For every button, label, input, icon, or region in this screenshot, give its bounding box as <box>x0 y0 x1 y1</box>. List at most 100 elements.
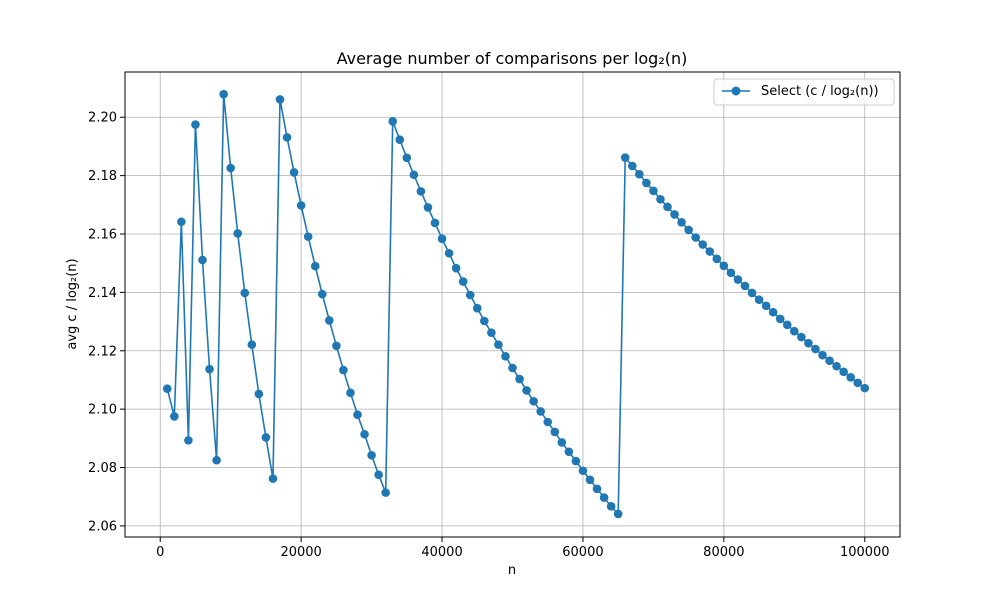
data-point <box>437 234 447 243</box>
data-point <box>381 488 390 497</box>
data-point <box>254 389 264 399</box>
data-point <box>487 328 496 337</box>
data-point <box>205 364 214 374</box>
data-point <box>698 240 708 249</box>
data-point <box>268 474 278 483</box>
series-line <box>166 93 866 515</box>
data-point <box>423 203 433 212</box>
ticks: 0 20000 40000 60000 80000 100000 2.06 2.08 2.10 2… <box>88 111 890 560</box>
data-point <box>825 356 834 365</box>
data-point <box>275 95 285 104</box>
data-point <box>339 365 348 375</box>
data-point <box>564 447 574 457</box>
y-tick-label: 2.18 <box>88 169 117 184</box>
data-point <box>494 340 503 349</box>
data-point <box>367 450 376 460</box>
data-point <box>332 341 341 351</box>
data-point <box>642 178 651 188</box>
data-point <box>325 316 334 325</box>
data-point <box>444 248 454 258</box>
data-point <box>557 438 567 447</box>
data-point <box>768 307 778 317</box>
data-point <box>458 277 468 286</box>
data-point <box>296 201 306 210</box>
data-point <box>346 388 355 398</box>
series-layer <box>162 89 870 519</box>
x-tick-label: 40000 <box>421 545 462 560</box>
data-point <box>754 295 764 304</box>
data-point <box>761 301 771 311</box>
data-point <box>198 255 207 265</box>
data-point <box>860 383 870 393</box>
data-point <box>430 218 440 228</box>
chart-title: Average number of comparisons per log₂(n… <box>337 49 688 68</box>
data-point <box>465 290 475 300</box>
data-point <box>733 275 743 284</box>
data-point <box>317 289 327 299</box>
data-point <box>592 484 602 494</box>
data-point <box>712 254 722 264</box>
data-point <box>782 320 792 330</box>
data-point <box>395 135 405 145</box>
data-point <box>162 384 172 394</box>
data-point <box>184 436 193 445</box>
data-point <box>797 332 806 342</box>
data-point <box>310 261 320 271</box>
y-tick-label: 2.08 <box>88 461 117 476</box>
data-point <box>261 433 271 442</box>
data-point <box>571 456 581 466</box>
x-axis-label: n <box>508 563 516 578</box>
x-tick-label: 60000 <box>562 545 603 560</box>
y-tick-label: 2.12 <box>88 344 117 359</box>
data-point <box>719 261 729 271</box>
data-point <box>811 344 820 354</box>
data-point <box>402 153 412 163</box>
data-point <box>627 161 637 171</box>
data-point <box>691 233 700 242</box>
data-point <box>578 466 588 476</box>
y-tick-label: 2.14 <box>88 286 117 301</box>
data-point <box>303 232 313 241</box>
data-point <box>480 316 489 326</box>
legend-box <box>713 78 895 106</box>
x-tick-label: 20000 <box>280 545 321 560</box>
data-point <box>550 427 560 437</box>
y-tick-label: 2.06 <box>88 519 117 534</box>
data-point <box>472 303 482 313</box>
data-point <box>846 373 855 382</box>
data-point <box>360 429 369 439</box>
data-point <box>747 288 757 298</box>
data-point <box>388 117 398 126</box>
data-point <box>212 455 221 465</box>
data-point <box>585 475 595 485</box>
legend: Select (c / log₂(n)) <box>713 78 895 106</box>
data-point <box>677 218 686 227</box>
data-point <box>219 89 228 99</box>
y-tick-label: 2.20 <box>88 111 117 126</box>
data-point <box>656 194 665 204</box>
data-point <box>226 163 235 173</box>
data-point <box>177 217 186 227</box>
data-point <box>649 186 658 196</box>
data-point <box>353 410 362 419</box>
data-point <box>289 168 299 177</box>
data-point <box>606 502 616 511</box>
plot-frame <box>124 71 901 538</box>
data-point <box>663 202 672 212</box>
data-point <box>839 367 848 377</box>
data-point <box>191 120 200 129</box>
data-point <box>613 509 623 519</box>
data-point <box>240 288 250 298</box>
data-point <box>818 350 827 360</box>
data-point <box>451 263 461 273</box>
x-tick-label: 80000 <box>703 545 744 560</box>
data-point <box>740 281 750 291</box>
data-point <box>853 378 863 388</box>
data-point <box>635 169 644 179</box>
data-point <box>705 247 715 256</box>
data-point <box>536 407 545 416</box>
data-point <box>501 352 510 361</box>
data-point <box>282 133 292 142</box>
data-point <box>790 326 799 336</box>
data-point <box>670 210 679 219</box>
